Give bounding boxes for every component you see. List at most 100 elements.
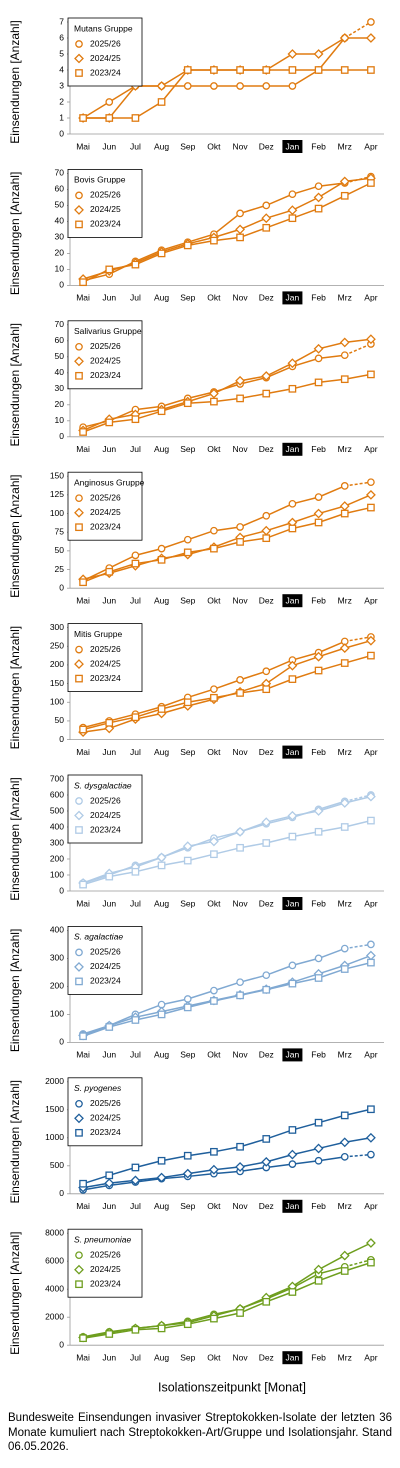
marker	[367, 651, 375, 660]
y-tick-label: 40	[55, 367, 65, 377]
x-tick-label: Sep	[180, 1050, 195, 1060]
x-tick-label: Jan	[286, 747, 300, 757]
x-tick-label: Sep	[180, 898, 195, 908]
y-tick-label: 75	[55, 526, 65, 536]
marker	[210, 236, 218, 245]
marker	[74, 356, 84, 367]
marker	[367, 1258, 375, 1267]
legend-title: S. dysgalactiae	[74, 780, 132, 790]
legend-label: 2023/24	[90, 976, 121, 986]
marker	[313, 1264, 324, 1275]
x-tick-label: Sep	[180, 293, 195, 303]
marker	[340, 1152, 349, 1161]
marker	[314, 66, 323, 74]
x-tick-label: Apr	[364, 1050, 377, 1060]
series-line	[82, 177, 372, 280]
x-tick-label: Aug	[154, 595, 169, 605]
x-tick-label: Feb	[311, 1050, 326, 1060]
x-tick-label: Jun	[102, 747, 116, 757]
marker	[236, 538, 244, 546]
y-tick-label: 500	[50, 805, 64, 815]
marker	[288, 1288, 297, 1296]
y-tick-label: 0	[59, 1188, 64, 1198]
category-highlight	[282, 1351, 303, 1365]
y-tick-label: 125	[50, 489, 64, 499]
y-tick-label: 6	[59, 32, 64, 42]
y-tick-label: 50	[55, 545, 65, 555]
x-tick-label: Jan	[286, 595, 300, 605]
x-tick-label: Jun	[102, 1201, 116, 1211]
marker	[156, 81, 167, 91]
marker	[288, 214, 297, 223]
x-tick-label: Apr	[364, 898, 377, 908]
x-tick-label: Okt	[207, 1352, 221, 1362]
marker	[288, 979, 297, 988]
x-tick-label: Mrz	[338, 1201, 352, 1211]
legend-title: S. pneumoniae	[74, 1234, 131, 1244]
marker	[75, 948, 83, 957]
y-tick-label: 2000	[45, 1311, 64, 1321]
x-tick-label: Jun	[102, 444, 116, 454]
x-tick-label: Nov	[233, 747, 249, 757]
y-tick-label: 300	[50, 622, 64, 632]
marker	[262, 971, 271, 980]
marker	[365, 489, 376, 500]
x-tick-label: Mrz	[338, 293, 352, 303]
marker	[313, 1143, 324, 1154]
category-highlight	[282, 1199, 303, 1213]
y-tick-label: 2000	[45, 1076, 64, 1086]
marker	[367, 503, 375, 512]
x-tick-label: Aug	[154, 898, 169, 908]
marker	[314, 378, 323, 387]
marker	[208, 1164, 219, 1175]
marker	[75, 342, 83, 351]
marker	[79, 725, 87, 734]
marker	[183, 548, 192, 557]
marker	[236, 1142, 244, 1151]
series-line	[82, 506, 372, 583]
marker	[183, 698, 192, 707]
x-tick-label: Mrz	[338, 141, 352, 151]
marker	[365, 950, 376, 961]
marker	[183, 1151, 192, 1160]
y-tick-label: 0	[59, 1037, 64, 1047]
marker	[288, 384, 297, 393]
marker	[262, 223, 271, 232]
x-tick-label: Okt	[207, 595, 221, 605]
y-tick-label: 200	[50, 853, 64, 863]
marker	[75, 220, 83, 229]
marker	[210, 82, 218, 90]
legend-label: 2023/24	[90, 370, 121, 380]
x-tick-label: Feb	[311, 898, 326, 908]
marker	[236, 233, 244, 242]
x-tick-label: Mrz	[338, 1352, 352, 1362]
y-tick-label: 1	[59, 112, 64, 122]
marker	[75, 826, 83, 834]
x-tick-label: Jun	[102, 1352, 116, 1362]
marker	[340, 1111, 349, 1120]
x-axis-title: Isolationszeitpunkt [Monat]	[158, 1380, 306, 1394]
y-tick-label: 3	[59, 80, 64, 90]
legend-label: 2024/25	[90, 507, 121, 517]
y-tick-label: 4	[59, 64, 64, 74]
x-tick-label: Nov	[233, 1201, 249, 1211]
marker	[288, 832, 297, 841]
marker	[74, 507, 84, 518]
y-tick-label: 0	[59, 582, 64, 592]
marker	[340, 965, 349, 973]
series-line	[82, 1261, 372, 1339]
marker	[367, 816, 375, 825]
marker	[365, 1132, 376, 1143]
x-tick-label: Dez	[259, 1201, 274, 1211]
marker	[262, 534, 271, 543]
marker	[314, 974, 323, 982]
marker	[262, 82, 271, 90]
series-line	[83, 69, 371, 119]
legend-label: 2023/24	[90, 824, 121, 834]
x-tick-label: Apr	[364, 1201, 377, 1211]
x-tick-label: Mrz	[338, 898, 352, 908]
marker	[235, 224, 246, 235]
y-tick-label: 100	[50, 1009, 64, 1019]
marker	[131, 1325, 140, 1334]
marker	[210, 1147, 218, 1156]
